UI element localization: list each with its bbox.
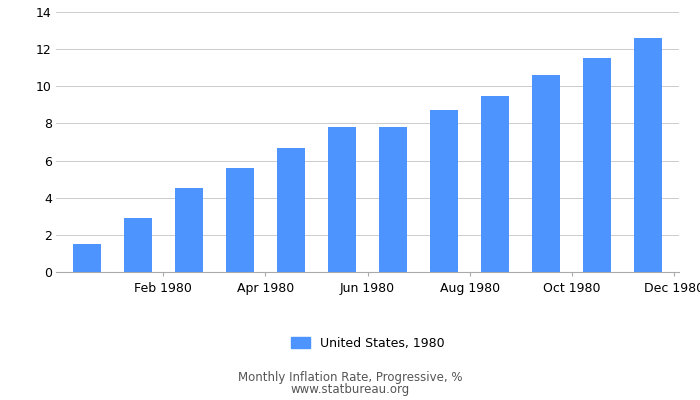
Text: Monthly Inflation Rate, Progressive, %: Monthly Inflation Rate, Progressive, %: [238, 372, 462, 384]
Bar: [532, 75, 560, 272]
Bar: [175, 188, 203, 272]
Legend: United States, 1980: United States, 1980: [285, 330, 450, 356]
Bar: [481, 96, 509, 272]
Bar: [430, 110, 458, 272]
Bar: [328, 127, 356, 272]
Bar: [634, 38, 662, 272]
Bar: [583, 58, 611, 272]
Bar: [124, 218, 152, 272]
Bar: [379, 127, 407, 272]
Bar: [226, 168, 254, 272]
Bar: [277, 148, 305, 272]
Text: www.statbureau.org: www.statbureau.org: [290, 384, 410, 396]
Bar: [73, 244, 101, 272]
